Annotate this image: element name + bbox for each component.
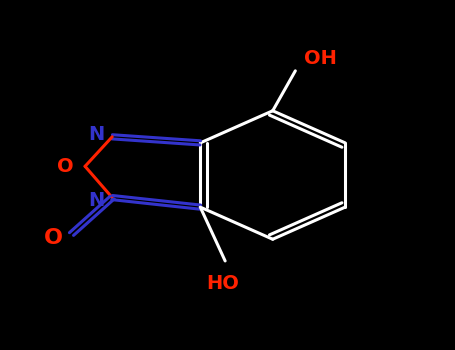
Text: O: O [57, 157, 74, 176]
Text: N: N [88, 191, 104, 210]
Text: HO: HO [207, 274, 239, 293]
Text: O: O [43, 228, 62, 247]
Text: N: N [88, 125, 104, 144]
Text: OH: OH [304, 49, 337, 68]
